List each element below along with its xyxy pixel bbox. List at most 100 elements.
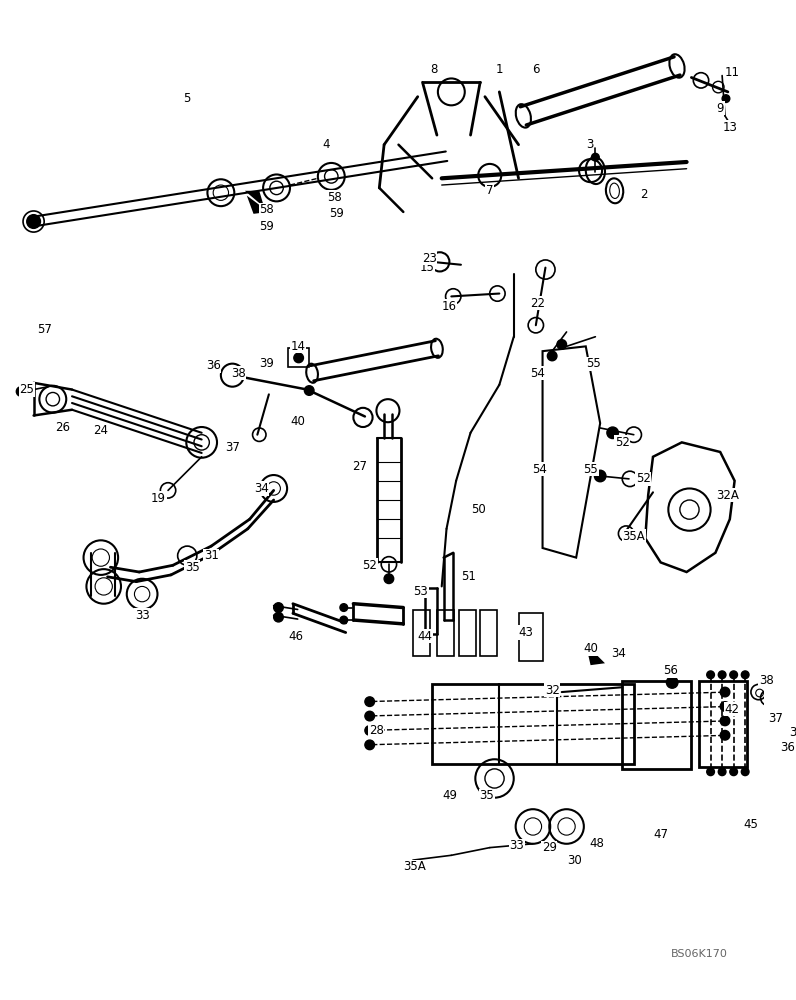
Text: 43: 43 bbox=[519, 626, 533, 639]
Text: 40: 40 bbox=[583, 642, 598, 655]
Circle shape bbox=[720, 702, 730, 711]
Text: 7: 7 bbox=[486, 184, 494, 197]
Circle shape bbox=[365, 711, 374, 721]
Circle shape bbox=[707, 671, 715, 679]
Circle shape bbox=[274, 612, 283, 622]
Text: 32A: 32A bbox=[716, 489, 739, 502]
Text: 52: 52 bbox=[636, 472, 651, 485]
Text: 54: 54 bbox=[530, 367, 545, 380]
Text: 34: 34 bbox=[254, 482, 268, 495]
Circle shape bbox=[304, 386, 314, 395]
Text: 31: 31 bbox=[204, 549, 219, 562]
Text: 27: 27 bbox=[353, 460, 368, 473]
Text: 25: 25 bbox=[19, 383, 34, 396]
Text: 35A: 35A bbox=[404, 860, 426, 873]
Text: 1: 1 bbox=[496, 63, 503, 76]
Circle shape bbox=[365, 726, 374, 735]
Text: 45: 45 bbox=[743, 818, 759, 831]
Text: 38: 38 bbox=[231, 367, 245, 380]
Text: 55: 55 bbox=[586, 357, 601, 370]
Circle shape bbox=[707, 768, 715, 776]
Text: 30: 30 bbox=[567, 854, 582, 867]
Circle shape bbox=[666, 677, 678, 688]
Polygon shape bbox=[586, 644, 605, 665]
Polygon shape bbox=[247, 196, 269, 214]
Text: 15: 15 bbox=[419, 261, 435, 274]
Text: BS06K170: BS06K170 bbox=[671, 949, 728, 959]
Text: 24: 24 bbox=[93, 424, 108, 437]
Text: 3: 3 bbox=[586, 138, 593, 151]
Text: 52: 52 bbox=[362, 559, 377, 572]
Circle shape bbox=[591, 153, 599, 161]
Circle shape bbox=[720, 730, 730, 740]
Text: 39: 39 bbox=[790, 726, 796, 739]
Text: 36: 36 bbox=[205, 359, 220, 372]
Text: 9: 9 bbox=[716, 102, 724, 115]
Text: 58: 58 bbox=[327, 191, 341, 204]
Text: 35A: 35A bbox=[622, 530, 645, 543]
Circle shape bbox=[274, 603, 283, 612]
Text: 34: 34 bbox=[611, 647, 626, 660]
Circle shape bbox=[294, 353, 303, 363]
Text: 36: 36 bbox=[780, 741, 795, 754]
Text: 33: 33 bbox=[135, 609, 150, 622]
Circle shape bbox=[720, 716, 730, 726]
Text: 57: 57 bbox=[37, 323, 52, 336]
Circle shape bbox=[607, 427, 618, 439]
Circle shape bbox=[741, 768, 749, 776]
Circle shape bbox=[557, 340, 567, 349]
Text: 4: 4 bbox=[322, 138, 330, 151]
Text: 19: 19 bbox=[151, 492, 166, 505]
Text: 28: 28 bbox=[369, 724, 384, 737]
Text: 50: 50 bbox=[471, 503, 486, 516]
Text: 59: 59 bbox=[259, 220, 275, 233]
Text: 26: 26 bbox=[55, 421, 70, 434]
Text: 22: 22 bbox=[530, 297, 545, 310]
Text: 11: 11 bbox=[724, 66, 739, 79]
Text: 40: 40 bbox=[291, 415, 305, 428]
Text: 51: 51 bbox=[461, 570, 476, 583]
Circle shape bbox=[730, 768, 737, 776]
Circle shape bbox=[741, 671, 749, 679]
Text: 33: 33 bbox=[509, 839, 524, 852]
Circle shape bbox=[365, 697, 374, 706]
Text: 35: 35 bbox=[479, 789, 494, 802]
Text: 58: 58 bbox=[259, 203, 275, 216]
Text: 59: 59 bbox=[329, 207, 344, 220]
Text: 6: 6 bbox=[532, 63, 540, 76]
Text: 46: 46 bbox=[288, 630, 303, 643]
Circle shape bbox=[548, 351, 557, 361]
Text: 2: 2 bbox=[640, 188, 647, 201]
Circle shape bbox=[27, 215, 41, 228]
Circle shape bbox=[340, 616, 348, 624]
Text: 8: 8 bbox=[431, 63, 438, 76]
Circle shape bbox=[720, 687, 730, 697]
Circle shape bbox=[17, 387, 26, 396]
Text: 53: 53 bbox=[413, 585, 428, 598]
Text: 49: 49 bbox=[442, 789, 457, 802]
Text: 13: 13 bbox=[722, 121, 737, 134]
Text: 37: 37 bbox=[225, 441, 240, 454]
Text: 42: 42 bbox=[724, 703, 739, 716]
Text: 29: 29 bbox=[542, 841, 556, 854]
Circle shape bbox=[340, 604, 348, 611]
Text: 5: 5 bbox=[184, 92, 191, 105]
Text: 39: 39 bbox=[259, 357, 275, 370]
Text: 55: 55 bbox=[583, 463, 598, 476]
Text: 38: 38 bbox=[759, 674, 774, 687]
Text: 52: 52 bbox=[615, 436, 630, 449]
Circle shape bbox=[365, 740, 374, 750]
Text: 48: 48 bbox=[590, 837, 605, 850]
Circle shape bbox=[730, 671, 737, 679]
Circle shape bbox=[595, 470, 606, 482]
Text: 35: 35 bbox=[185, 561, 200, 574]
Text: 23: 23 bbox=[422, 252, 437, 265]
Text: 32: 32 bbox=[544, 684, 560, 697]
Circle shape bbox=[384, 574, 394, 584]
Text: 47: 47 bbox=[654, 828, 668, 841]
Text: 54: 54 bbox=[533, 463, 547, 476]
Circle shape bbox=[722, 95, 730, 102]
Circle shape bbox=[718, 768, 726, 776]
Text: 44: 44 bbox=[417, 630, 432, 643]
Text: 56: 56 bbox=[663, 664, 677, 677]
